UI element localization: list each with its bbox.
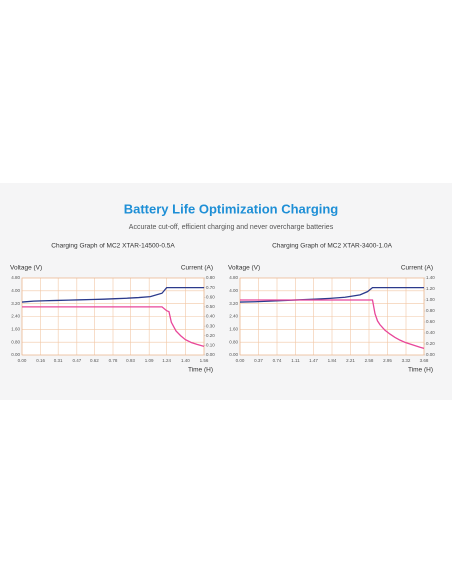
y2-tick-label: 0.50 [206,304,215,309]
x-tick-label: 0.37 [254,358,263,363]
y2-tick-label: 1.40 [426,275,435,280]
y2-tick-label: 0.40 [426,330,435,335]
y-tick-label: 3.20 [11,301,20,306]
x-tick-label: 1.40 [181,358,190,363]
y2-tick-label: 0.80 [426,308,435,313]
x-tick-label: 0.93 [126,358,135,363]
y2-tick-label: 0.80 [206,275,215,280]
x-tick-label: 3.68 [420,358,429,363]
chart-title: Charging Graph of MC2 XTAR-14500-0.5A [51,243,175,250]
y2-axis-label: Current (A) [181,265,213,272]
y-tick-label: 1.60 [229,327,238,332]
x-tick-label: 0.31 [54,358,63,363]
y2-tick-label: 0.10 [206,343,215,348]
page-subtitle: Accurate cut-off, efficient charging and… [129,224,334,231]
y-tick-label: 0.80 [11,339,20,344]
y-tick-label: 0.00 [11,352,20,357]
y-tick-label: 3.20 [229,301,238,306]
y-tick-label: 4.00 [11,288,20,293]
x-tick-label: 2.95 [383,358,392,363]
y2-tick-label: 0.60 [426,319,435,324]
x-tick-label: 1.56 [200,358,209,363]
y2-tick-label: 0.00 [206,352,215,357]
series-line [240,299,425,350]
x-tick-label: 1.24 [162,358,171,363]
y2-tick-label: 1.20 [426,286,435,291]
y-tick-label: 2.40 [11,314,20,319]
x-tick-label: 1.09 [145,358,154,363]
x-axis-label: Time (H) [408,367,433,374]
x-tick-label: 0.47 [72,358,81,363]
y-tick-label: 0.00 [229,352,238,357]
y-tick-label: 4.80 [229,275,238,280]
y2-tick-label: 0.20 [206,333,215,338]
y-tick-label: 4.00 [229,288,238,293]
y2-tick-label: 0.60 [206,294,215,299]
y-tick-label: 0.80 [229,339,238,344]
y2-tick-label: 0.00 [426,352,435,357]
y-axis-label: Voltage (V) [228,265,260,272]
series-line [22,306,205,347]
y-tick-label: 1.60 [11,327,20,332]
series-line [21,286,204,303]
plot-border [239,277,425,356]
y2-tick-label: 0.70 [206,285,215,290]
y-axis-label: Voltage (V) [10,265,42,272]
y2-tick-label: 0.30 [206,323,215,328]
x-tick-label: 0.16 [36,358,45,363]
x-tick-label: 0.00 [18,358,27,363]
x-tick-label: 1.47 [309,358,318,363]
x-tick-label: 0.74 [273,358,282,363]
x-tick-label: 2.58 [365,358,374,363]
x-axis-label: Time (H) [188,367,213,374]
y2-tick-label: 1.00 [426,297,435,302]
x-tick-label: 1.11 [291,358,300,363]
y2-tick-label: 0.20 [426,341,435,346]
plot-border [21,277,205,356]
x-tick-label: 3.32 [402,358,411,363]
x-tick-label: 1.84 [328,358,337,363]
x-tick-label: 0.00 [236,358,245,363]
y-tick-label: 4.80 [11,275,20,280]
y2-tick-label: 0.40 [206,314,215,319]
x-tick-label: 2.21 [346,358,355,363]
y-tick-label: 2.40 [229,314,238,319]
chart-title: Charging Graph of MC2 XTAR-3400-1.0A [272,243,392,250]
x-tick-label: 0.78 [109,358,118,363]
x-tick-label: 0.62 [90,358,99,363]
y2-axis-label: Current (A) [401,265,433,272]
page-title: Battery Life Optimization Charging [124,201,339,216]
